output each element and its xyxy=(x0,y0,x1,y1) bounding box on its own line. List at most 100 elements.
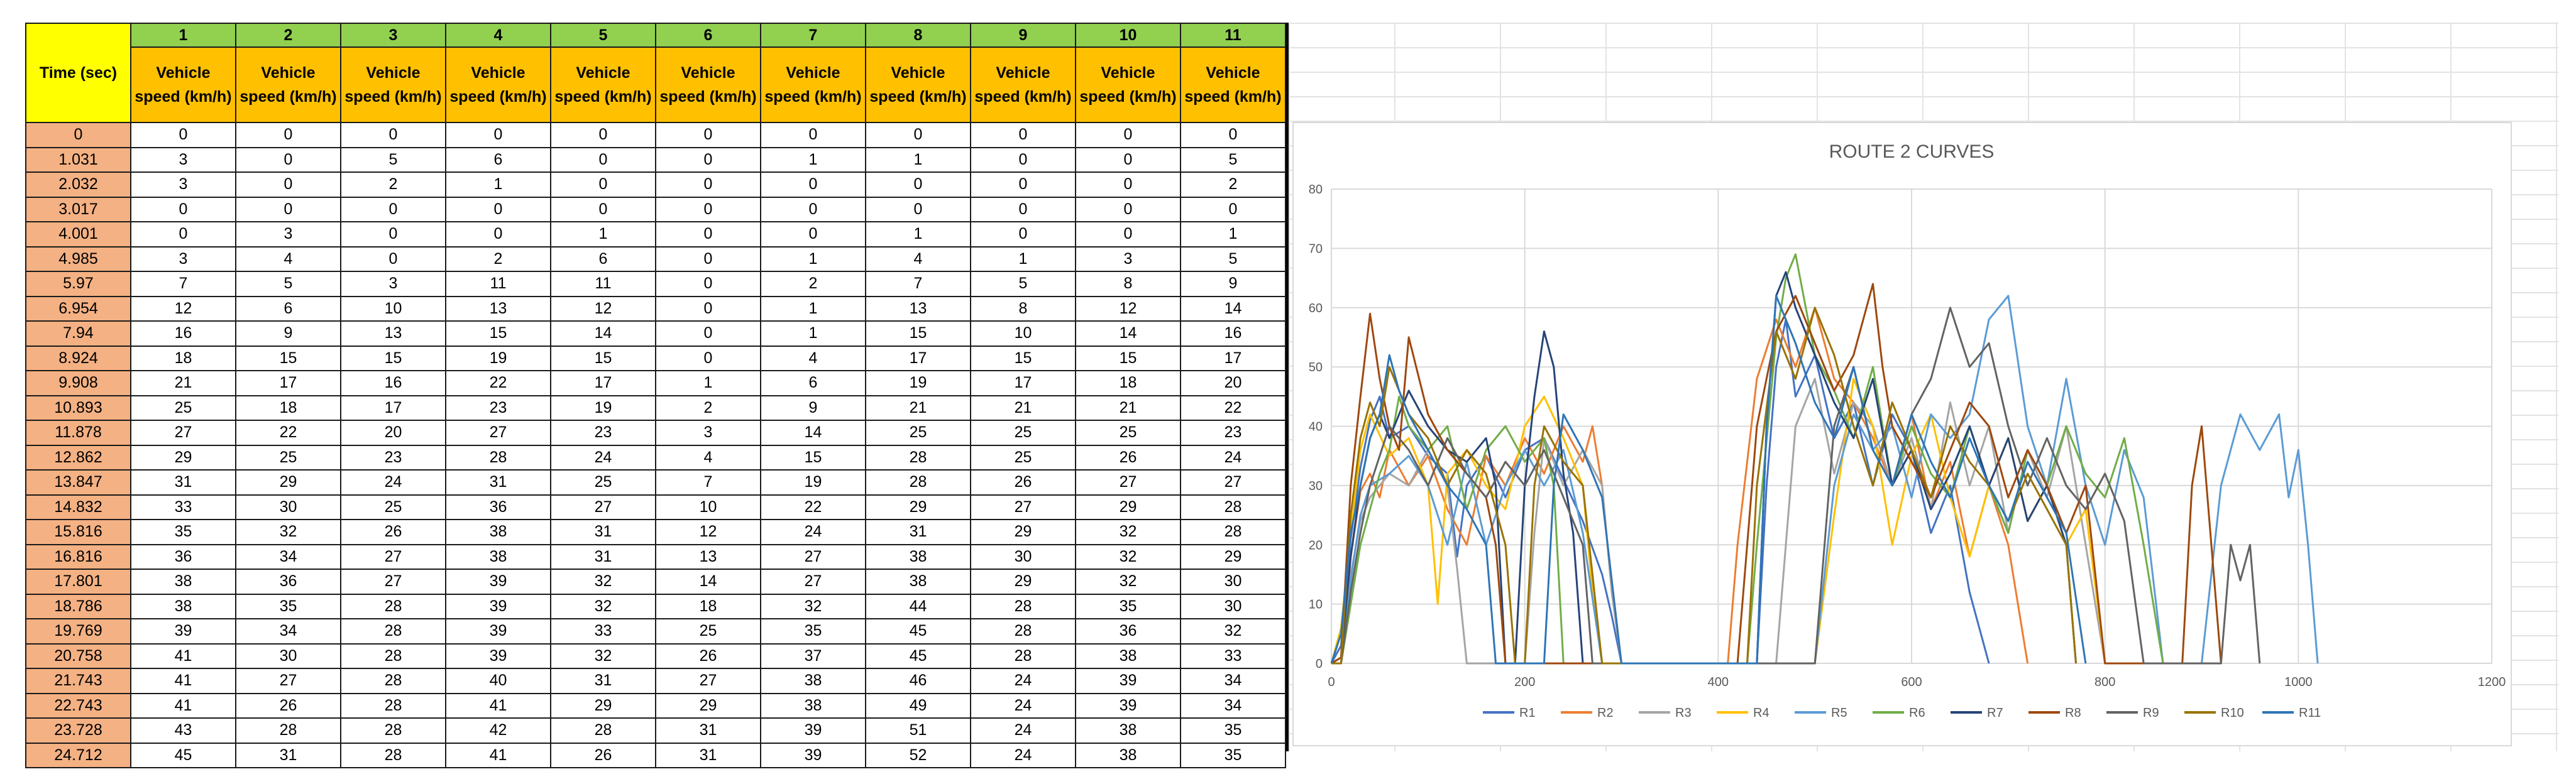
speed-cell[interactable]: 35 xyxy=(760,618,866,645)
speed-cell[interactable]: 26 xyxy=(235,692,341,719)
speed-cell[interactable]: 33 xyxy=(550,618,656,645)
speed-cell[interactable]: 3 xyxy=(130,172,236,198)
speed-cell[interactable]: 6 xyxy=(760,370,866,396)
speed-cell[interactable]: 38 xyxy=(130,593,236,619)
speed-cell[interactable]: 21 xyxy=(130,370,236,396)
vehicle-speed-header-cell[interactable]: Vehicle speed (km/h) xyxy=(760,46,866,123)
speed-cell[interactable]: 33 xyxy=(130,494,236,520)
time-cell[interactable]: 5.97 xyxy=(25,271,131,297)
speed-cell[interactable]: 14 xyxy=(550,320,656,347)
speed-cell[interactable]: 28 xyxy=(235,717,341,744)
speed-cell[interactable]: 32 xyxy=(1075,543,1181,570)
speed-cell[interactable]: 0 xyxy=(1075,221,1181,248)
time-cell[interactable]: 9.908 xyxy=(25,370,131,396)
speed-cell[interactable]: 28 xyxy=(340,692,446,719)
speed-cell[interactable]: 0 xyxy=(130,196,236,222)
speed-cell[interactable]: 35 xyxy=(1075,593,1181,619)
vehicle-speed-header-cell[interactable]: Vehicle speed (km/h) xyxy=(1180,46,1286,123)
time-cell[interactable]: 15.816 xyxy=(25,519,131,545)
speed-cell[interactable]: 5 xyxy=(1180,146,1286,173)
speed-cell[interactable]: 25 xyxy=(970,420,1076,446)
speed-cell[interactable]: 13 xyxy=(340,320,446,347)
speed-cell[interactable]: 12 xyxy=(550,295,656,322)
time-cell[interactable]: 13.847 xyxy=(25,469,131,496)
speed-cell[interactable]: 38 xyxy=(1075,717,1181,744)
speed-cell[interactable]: 0 xyxy=(970,122,1076,148)
speed-cell[interactable]: 1 xyxy=(1180,221,1286,248)
speed-cell[interactable]: 28 xyxy=(1180,494,1286,520)
speed-cell[interactable]: 2 xyxy=(340,172,446,198)
speed-cell[interactable]: 0 xyxy=(655,295,761,322)
speed-cell[interactable]: 29 xyxy=(970,519,1076,545)
speed-cell[interactable]: 10 xyxy=(655,494,761,520)
speed-cell[interactable]: 51 xyxy=(865,717,971,744)
speed-cell[interactable]: 39 xyxy=(760,742,866,768)
route-number-cell[interactable]: 5 xyxy=(550,23,656,48)
speed-cell[interactable]: 7 xyxy=(655,469,761,496)
speed-cell[interactable]: 0 xyxy=(655,196,761,222)
speed-cell[interactable]: 38 xyxy=(130,569,236,595)
speed-cell[interactable]: 35 xyxy=(1180,742,1286,768)
speed-cell[interactable]: 23 xyxy=(445,395,551,421)
speed-cell[interactable]: 9 xyxy=(235,320,341,347)
speed-cell[interactable]: 29 xyxy=(1075,494,1181,520)
speed-cell[interactable]: 9 xyxy=(760,395,866,421)
speed-cell[interactable]: 0 xyxy=(235,122,341,148)
speed-cell[interactable]: 13 xyxy=(445,295,551,322)
speed-cell[interactable]: 15 xyxy=(865,320,971,347)
speed-cell[interactable]: 32 xyxy=(1180,618,1286,645)
speed-cell[interactable]: 38 xyxy=(445,519,551,545)
speed-cell[interactable]: 35 xyxy=(130,519,236,545)
route-number-cell[interactable]: 8 xyxy=(865,23,971,48)
speed-cell[interactable]: 41 xyxy=(130,668,236,694)
speed-cell[interactable]: 38 xyxy=(445,543,551,570)
route-number-cell[interactable]: 1 xyxy=(130,23,236,48)
speed-cell[interactable]: 28 xyxy=(445,444,551,471)
speed-cell[interactable]: 32 xyxy=(550,593,656,619)
speed-cell[interactable]: 15 xyxy=(235,345,341,371)
speed-cell[interactable]: 28 xyxy=(340,668,446,694)
speed-cell[interactable]: 22 xyxy=(1180,395,1286,421)
speed-cell[interactable]: 12 xyxy=(1075,295,1181,322)
speed-cell[interactable]: 19 xyxy=(760,469,866,496)
speed-cell[interactable]: 39 xyxy=(1075,668,1181,694)
speed-cell[interactable]: 41 xyxy=(445,692,551,719)
speed-cell[interactable]: 0 xyxy=(1075,172,1181,198)
speed-cell[interactable]: 9 xyxy=(1180,271,1286,297)
speed-cell[interactable]: 29 xyxy=(865,494,971,520)
vehicle-speed-header-cell[interactable]: Vehicle speed (km/h) xyxy=(235,46,341,123)
vehicle-speed-header-cell[interactable]: Vehicle speed (km/h) xyxy=(655,46,761,123)
speed-cell[interactable]: 28 xyxy=(970,643,1076,669)
speed-cell[interactable]: 23 xyxy=(340,444,446,471)
speed-cell[interactable]: 41 xyxy=(130,692,236,719)
time-cell[interactable]: 24.712 xyxy=(25,742,131,768)
speed-cell[interactable]: 26 xyxy=(550,742,656,768)
speed-cell[interactable]: 17 xyxy=(340,395,446,421)
time-cell[interactable]: 3.017 xyxy=(25,196,131,222)
time-cell[interactable]: 6.954 xyxy=(25,295,131,322)
speed-cell[interactable]: 3 xyxy=(235,221,341,248)
speed-cell[interactable]: 15 xyxy=(1075,345,1181,371)
speed-cell[interactable]: 2 xyxy=(760,271,866,297)
speed-cell[interactable]: 11 xyxy=(445,271,551,297)
speed-cell[interactable]: 38 xyxy=(1075,742,1181,768)
speed-cell[interactable]: 0 xyxy=(550,122,656,148)
speed-cell[interactable]: 39 xyxy=(130,618,236,645)
route-number-cell[interactable]: 11 xyxy=(1180,23,1286,48)
speed-cell[interactable]: 2 xyxy=(445,246,551,272)
speed-cell[interactable]: 0 xyxy=(970,146,1076,173)
speed-cell[interactable]: 19 xyxy=(865,370,971,396)
speed-cell[interactable]: 12 xyxy=(655,519,761,545)
speed-cell[interactable]: 0 xyxy=(760,122,866,148)
speed-cell[interactable]: 1 xyxy=(760,295,866,322)
speed-cell[interactable]: 13 xyxy=(655,543,761,570)
speed-cell[interactable]: 1 xyxy=(550,221,656,248)
speed-cell[interactable]: 1 xyxy=(865,221,971,248)
speed-cell[interactable]: 32 xyxy=(235,519,341,545)
route-2-curves-chart[interactable]: ROUTE 2 CURVES 0 10 20 30 40 50 60 70 80 0 200 400 60… xyxy=(1292,122,2512,746)
speed-cell[interactable]: 8 xyxy=(970,295,1076,322)
speed-cell[interactable]: 1 xyxy=(970,246,1076,272)
speed-cell[interactable]: 42 xyxy=(445,717,551,744)
speed-cell[interactable]: 24 xyxy=(970,742,1076,768)
speed-cell[interactable]: 41 xyxy=(130,643,236,669)
